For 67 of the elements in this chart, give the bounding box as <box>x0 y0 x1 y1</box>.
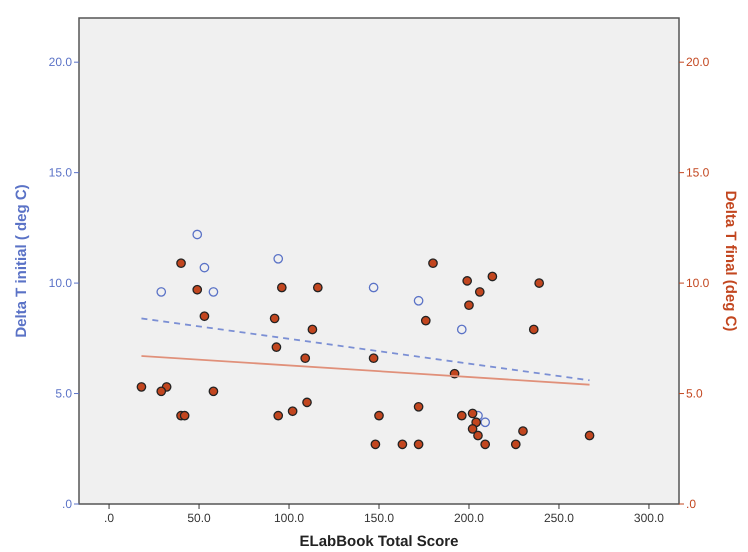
point <box>368 353 378 364</box>
point <box>510 440 521 450</box>
y2-tick-label: 10.0 <box>686 276 710 290</box>
y-tick-label: .0 <box>62 497 72 511</box>
y2-axis-title: Delta T final (deg C) <box>722 190 739 332</box>
y-tick-label: 15.0 <box>48 166 72 180</box>
x-axis-title: ELabBook Total Score <box>300 533 458 550</box>
point <box>368 282 378 292</box>
point <box>420 316 431 326</box>
point <box>488 272 498 282</box>
y-tick-label: 5.0 <box>55 386 72 401</box>
point <box>456 410 467 420</box>
point <box>208 287 218 297</box>
y2-tick-label: 5.0 <box>686 386 704 401</box>
point <box>414 402 424 412</box>
point <box>208 386 218 396</box>
point <box>300 353 310 364</box>
point <box>468 408 478 418</box>
y2-tick-label: .0 <box>686 497 696 511</box>
point <box>156 386 166 396</box>
x-tick-label: 100.0 <box>274 511 304 525</box>
point <box>370 440 380 450</box>
point <box>276 282 287 292</box>
point <box>273 410 284 420</box>
point <box>312 282 323 292</box>
y-tick-label: 20.0 <box>48 55 72 70</box>
point <box>192 230 202 240</box>
point <box>462 276 472 286</box>
x-tick-label: 300.0 <box>634 511 664 525</box>
point <box>428 258 438 268</box>
point <box>534 278 544 288</box>
point <box>192 284 202 295</box>
point <box>200 311 210 322</box>
y-tick-label: 10.0 <box>48 276 72 290</box>
x-tick-label: 50.0 <box>187 511 212 525</box>
x-tick-label: 250.0 <box>544 511 574 525</box>
point <box>468 424 478 434</box>
y2-tick-label: 15.0 <box>686 166 710 180</box>
point <box>308 324 318 334</box>
point <box>584 430 594 440</box>
x-tick-label: 200.0 <box>454 511 484 525</box>
x-tick-label: .0 <box>104 511 114 525</box>
point <box>200 262 210 272</box>
y-axis-title: Delta T initial ( deg C) <box>13 184 30 338</box>
point <box>480 440 490 450</box>
point <box>528 324 539 334</box>
point <box>302 398 312 408</box>
x-tick-label: 150.0 <box>364 511 394 525</box>
point <box>273 254 284 264</box>
point <box>374 410 384 420</box>
point <box>480 417 490 428</box>
y2-tick-label: 20.0 <box>686 55 710 70</box>
point <box>414 296 424 306</box>
point <box>180 410 190 420</box>
point <box>288 406 298 416</box>
point <box>414 440 424 450</box>
point <box>270 314 280 324</box>
point <box>136 382 146 392</box>
point <box>272 342 282 352</box>
point <box>398 440 408 450</box>
point <box>473 430 483 440</box>
point <box>156 287 166 297</box>
point <box>456 324 467 334</box>
point <box>176 258 186 268</box>
point <box>474 287 485 297</box>
point <box>518 426 528 436</box>
point <box>464 300 474 310</box>
